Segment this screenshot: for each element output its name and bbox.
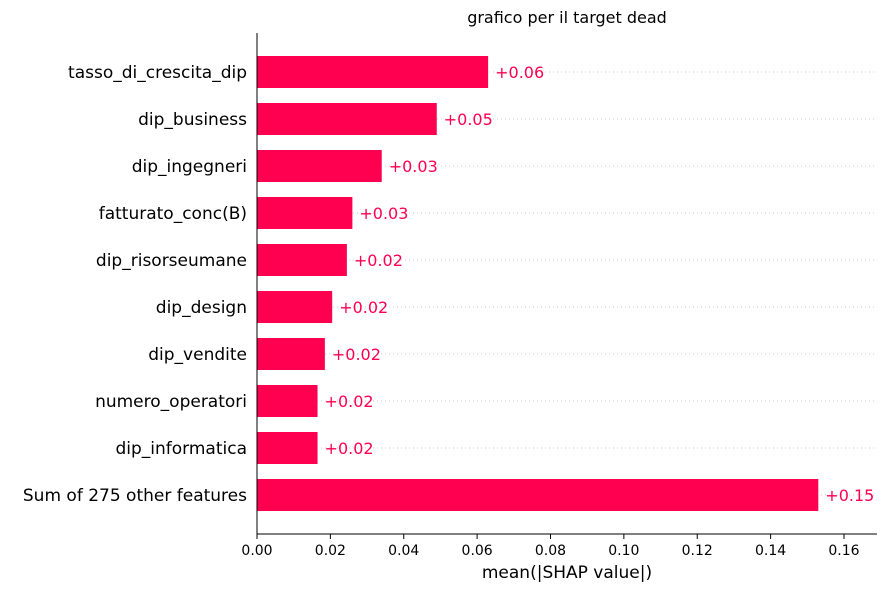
bar (257, 432, 318, 464)
bar (257, 479, 819, 511)
value-label: +0.02 (354, 251, 403, 270)
value-label: +0.03 (359, 204, 408, 223)
x-axis-title: mean(|SHAP value|) (482, 563, 652, 583)
x-tick-label: 0.12 (682, 543, 713, 559)
category-label: tasso_di_crescita_dip (68, 63, 247, 83)
value-label: +0.05 (444, 110, 493, 129)
category-label: Sum of 275 other features (23, 486, 247, 506)
x-tick-label: 0.04 (388, 543, 419, 559)
x-tick-label: 0.14 (755, 543, 786, 559)
x-tick-label: 0.06 (462, 543, 493, 559)
category-label: dip_vendite (148, 345, 247, 365)
value-labels: +0.06 +0.05 +0.03 +0.03 +0.02 +0.02 +0.02 +0.02… (325, 63, 875, 505)
category-label: dip_design (156, 298, 247, 318)
bar (257, 197, 353, 229)
value-label: +0.15 (825, 486, 874, 505)
grid-lines (257, 71, 877, 496)
bar (257, 244, 347, 276)
chart-title: grafico per il target dead (467, 8, 667, 27)
bar (257, 338, 325, 370)
category-label: dip_informatica (115, 439, 247, 459)
bar (257, 385, 318, 417)
value-label: +0.06 (495, 63, 544, 82)
bar (257, 103, 437, 135)
category-label: dip_business (138, 110, 247, 130)
category-label: dip_risorseumane (96, 251, 247, 271)
value-label: +0.02 (339, 298, 388, 317)
x-tick-label: 0.08 (535, 543, 566, 559)
category-labels: tasso_di_crescita_dip dip_business dip_ing… (23, 63, 247, 506)
bars (257, 56, 819, 511)
category-label: numero_operatori (95, 392, 247, 412)
category-label: dip_ingegneri (132, 157, 247, 177)
value-label: +0.03 (389, 157, 438, 176)
bar (257, 56, 489, 88)
x-tick-label: 0.02 (315, 543, 346, 559)
value-label: +0.02 (325, 439, 374, 458)
x-tick-label: 0.00 (241, 543, 272, 559)
value-label: +0.02 (325, 392, 374, 411)
bar (257, 291, 333, 323)
value-label: +0.02 (332, 345, 381, 364)
x-ticks: 0.00 0.02 0.04 0.06 0.08 0.10 0.12 0.14 0.16 (241, 534, 860, 559)
x-tick-label: 0.16 (828, 543, 859, 559)
category-label: fatturato_conc(B) (99, 204, 247, 224)
bar (257, 150, 382, 182)
x-tick-label: 0.10 (608, 543, 639, 559)
